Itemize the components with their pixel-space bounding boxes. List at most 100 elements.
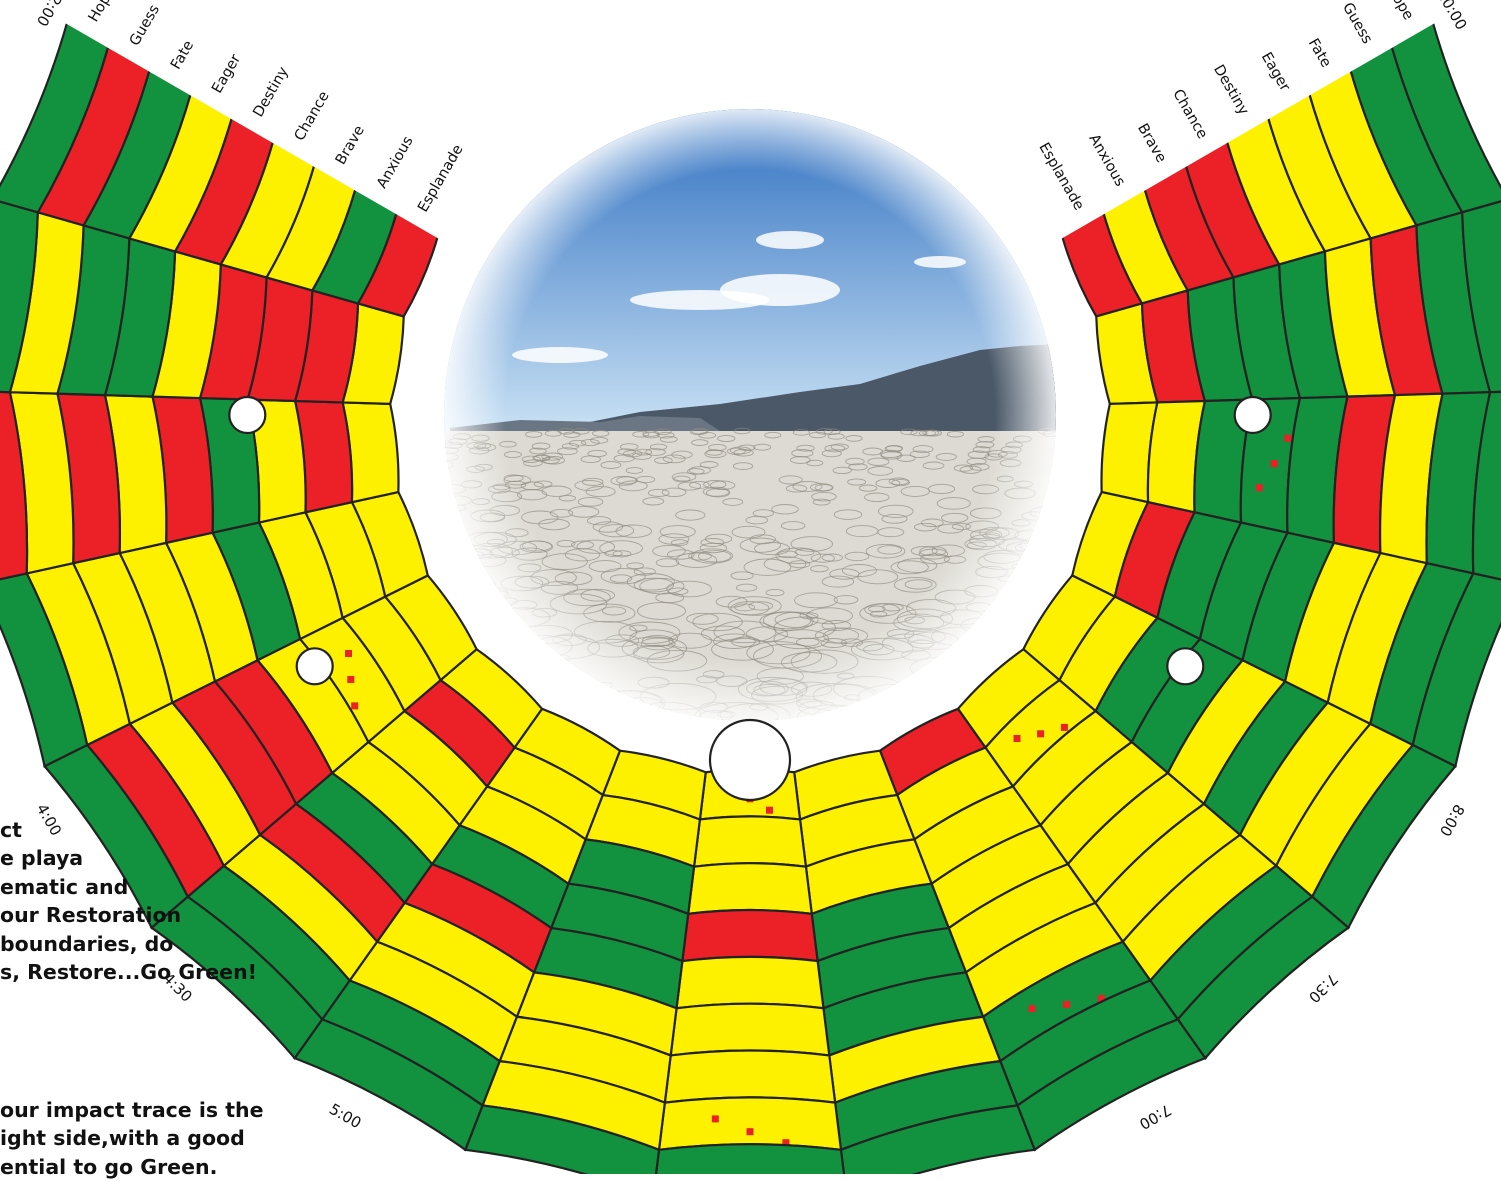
playa-crack (524, 675, 600, 703)
playa-crack (593, 711, 615, 720)
impact-cell (0, 390, 29, 581)
impact-cell (692, 815, 808, 868)
impact-spot (782, 1139, 790, 1147)
plaza-circle (295, 647, 334, 686)
impact-spot (1013, 735, 1021, 742)
playa-crack (1012, 598, 1033, 606)
impact-cell (657, 1096, 843, 1152)
impact-cell (663, 1049, 837, 1104)
playa-crack (444, 520, 456, 529)
street-label-right: Brave (1134, 121, 1169, 166)
street-label-left: Anxious (374, 134, 417, 192)
impact-cell (1310, 743, 1458, 930)
playa-crack (550, 689, 620, 715)
playa-crack (444, 487, 451, 495)
impact-cell (654, 1143, 846, 1174)
playa-crack (975, 627, 1029, 647)
impact-cell (1461, 200, 1501, 394)
time-label: 8:00 (1436, 801, 1468, 839)
street-label-right: Chance (1169, 87, 1210, 142)
street-label-right: Anxious (1085, 132, 1128, 190)
playa-crack (529, 688, 559, 699)
plaza-circle (1233, 395, 1272, 435)
impact-cell (1176, 895, 1351, 1060)
playa-crack (1029, 559, 1056, 570)
playa-crack (925, 684, 948, 693)
street-label-left: Guess (127, 2, 163, 49)
playa-crack (542, 685, 578, 699)
playa-crack (950, 658, 976, 668)
impact-spot (711, 1115, 719, 1123)
impact-cell (839, 1104, 1037, 1174)
note-line: s, Restore...Go Green! (0, 960, 258, 985)
impact-spot (347, 676, 355, 683)
note-line: e playa (0, 846, 84, 871)
playa-crack (915, 694, 960, 711)
playa-crack (1043, 556, 1056, 564)
impact-cell (1411, 572, 1501, 768)
impact-cell (1016, 1018, 1208, 1152)
playa-crack (1043, 538, 1056, 547)
impact-spot (1284, 434, 1292, 442)
arc-end-gap (64, 17, 442, 239)
impact-cell (42, 743, 190, 930)
photo-vignette (444, 109, 1056, 721)
playa-crack (532, 656, 569, 670)
playa-crack (1003, 607, 1029, 618)
street-label-left: Eager (209, 52, 244, 97)
intro-note: ct e playa ematic and our Restoration bounda… (0, 816, 257, 986)
impact-cell (149, 895, 324, 1060)
note-line: ematic and (0, 874, 129, 899)
playa-crack (484, 622, 524, 637)
impact-spot (1097, 994, 1105, 1002)
impact-cell (0, 19, 111, 214)
playa-crack (483, 632, 516, 645)
impact-spot (1270, 460, 1278, 468)
playa-crack (444, 547, 457, 557)
time-label: 7:00 (1136, 1101, 1174, 1133)
impact-spot (1060, 723, 1068, 731)
impact-spot (1028, 1005, 1036, 1013)
playa-crack (561, 672, 588, 683)
street-label-right: Esplanade (1035, 140, 1086, 213)
note-line: our Restoration (0, 903, 182, 928)
note-line: our impact trace is the (0, 1098, 264, 1122)
impact-cell (669, 1002, 831, 1057)
playa-crack (929, 668, 952, 678)
playa-crack (468, 579, 496, 590)
impact-spot (1255, 484, 1263, 492)
street-label-left: Destiny (251, 64, 293, 120)
street-label-left: Fate (168, 38, 197, 72)
playa-crack (560, 687, 626, 711)
street-label-left: Esplanade (415, 142, 466, 215)
playa-crack (444, 490, 452, 500)
plaza-circle (1166, 647, 1205, 686)
impact-cell (292, 1018, 484, 1152)
time-label: 10:00 (1433, 0, 1470, 33)
time-label: 2:00 (33, 0, 65, 29)
street-label-right: Destiny (1210, 62, 1252, 118)
playa-crack (468, 599, 507, 614)
impact-spot (345, 650, 352, 657)
note-line: ight side,with a good (0, 1126, 245, 1151)
impact-spot (1063, 1001, 1071, 1008)
impact-cell (675, 955, 825, 1010)
impact-spot (351, 702, 359, 710)
street-label-right: Hope (1383, 0, 1416, 23)
plaza-circle (708, 718, 792, 802)
impact-note: our impact trace is the ight side,with a … (0, 1096, 264, 1181)
street-label-right: Guess (1339, 0, 1375, 47)
playa-crack (511, 648, 535, 658)
playa-crack (539, 659, 566, 670)
playa-crack (444, 577, 481, 591)
arc-end-gap (1058, 17, 1436, 239)
impact-cell (0, 200, 39, 394)
playa-crack (444, 555, 461, 566)
street-label-right: Fate (1305, 36, 1334, 70)
impact-cells (0, 17, 1501, 1174)
impact-spot (766, 806, 773, 814)
playa-crack (999, 641, 1021, 650)
impact-spot (1037, 730, 1045, 738)
